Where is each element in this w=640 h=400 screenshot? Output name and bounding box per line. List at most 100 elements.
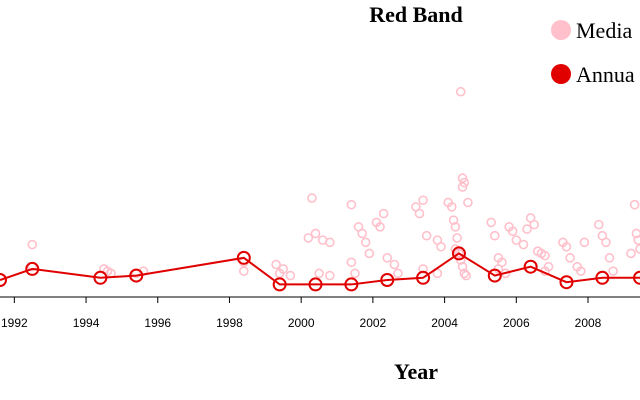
x-tick-label: 1996 — [144, 316, 171, 330]
annual-point — [416, 270, 431, 285]
media-point — [278, 264, 289, 274]
media-point — [459, 177, 470, 188]
media-point — [271, 259, 281, 270]
media-point — [457, 182, 468, 192]
media-point — [608, 266, 618, 276]
scatter-points — [27, 86, 640, 281]
media-point — [378, 208, 389, 219]
x-tick-label: 2008 — [575, 316, 602, 330]
x-axis-label: Year — [394, 359, 438, 384]
legend: Media Annua — [551, 18, 635, 87]
media-point — [310, 228, 321, 239]
media-point — [27, 239, 38, 250]
legend-label: Media — [576, 18, 632, 43]
media-point — [421, 230, 432, 241]
annual-point — [487, 268, 502, 283]
x-tick-label: 2000 — [288, 316, 315, 330]
media-point — [522, 224, 532, 234]
annual-point — [0, 273, 7, 287]
media-point — [540, 250, 550, 261]
media-point — [629, 199, 640, 210]
media-point — [375, 222, 385, 232]
media-point — [561, 241, 572, 252]
media-point — [450, 222, 461, 232]
media-point — [325, 270, 335, 281]
media-point — [418, 264, 428, 274]
media-point — [604, 253, 615, 263]
x-tick-label: 2004 — [431, 316, 458, 330]
annual-point — [344, 277, 359, 292]
annual-point — [451, 246, 466, 261]
media-point — [457, 173, 468, 183]
media-point — [239, 266, 249, 276]
media-point — [303, 233, 314, 243]
media-point — [357, 228, 367, 239]
chart-title: Red Band — [369, 2, 463, 27]
media-point — [626, 248, 636, 259]
media-point — [461, 270, 471, 281]
media-point — [635, 244, 640, 254]
media-point — [579, 237, 590, 248]
media-point — [418, 195, 428, 206]
media-point — [389, 259, 400, 270]
legend-swatch — [551, 20, 571, 40]
annual-point — [129, 268, 144, 283]
media-point — [393, 268, 403, 279]
media-point — [455, 86, 466, 97]
media-point — [489, 230, 500, 241]
media-point — [414, 208, 425, 219]
annual-point — [93, 270, 108, 285]
annual-point — [25, 261, 40, 276]
media-point — [529, 219, 540, 230]
legend-item-annual: Annua — [551, 62, 635, 87]
media-point — [346, 257, 357, 268]
media-point — [593, 219, 604, 230]
media-point — [448, 215, 459, 225]
x-axis: 1992 1994 1996 1998 2000 2002 2004 2006 2008 — [0, 296, 640, 330]
x-tick-label: 2002 — [360, 316, 387, 330]
media-point — [346, 199, 357, 210]
media-point — [601, 237, 611, 248]
media-point — [452, 233, 462, 243]
media-point — [285, 270, 296, 281]
annual-line — [0, 246, 640, 292]
media-point — [459, 268, 470, 279]
media-point — [314, 268, 324, 279]
media-point — [631, 228, 640, 239]
media-point — [436, 241, 446, 252]
x-tick-label: 2006 — [503, 316, 530, 330]
media-point — [565, 253, 575, 263]
annual-point — [633, 270, 640, 285]
media-point — [360, 237, 371, 248]
media-point — [350, 268, 360, 279]
annual-point — [595, 270, 610, 285]
annual-point — [308, 277, 323, 292]
media-point — [511, 235, 522, 245]
annual-point — [272, 277, 287, 292]
media-point — [486, 217, 497, 228]
legend-label: Annua — [576, 62, 635, 87]
annual-point — [523, 259, 538, 274]
media-point — [518, 239, 529, 250]
media-point — [325, 237, 335, 248]
x-tick-label: 1994 — [73, 316, 100, 330]
media-point — [457, 261, 468, 272]
x-tick-label: 1992 — [1, 316, 28, 330]
media-point — [463, 197, 473, 208]
media-point — [307, 193, 317, 203]
media-point — [455, 255, 466, 265]
annual-point — [380, 273, 395, 287]
media-point — [576, 266, 586, 276]
legend-item-media: Media — [551, 18, 632, 43]
annual-point — [559, 275, 574, 290]
media-point — [633, 235, 640, 245]
media-point — [432, 268, 443, 279]
x-tick-label: 1998 — [216, 316, 243, 330]
media-point — [446, 202, 457, 212]
media-point — [382, 253, 393, 263]
annual-point — [236, 250, 251, 265]
media-point — [364, 248, 375, 259]
annual-line-path — [0, 252, 640, 286]
legend-swatch — [551, 64, 571, 84]
